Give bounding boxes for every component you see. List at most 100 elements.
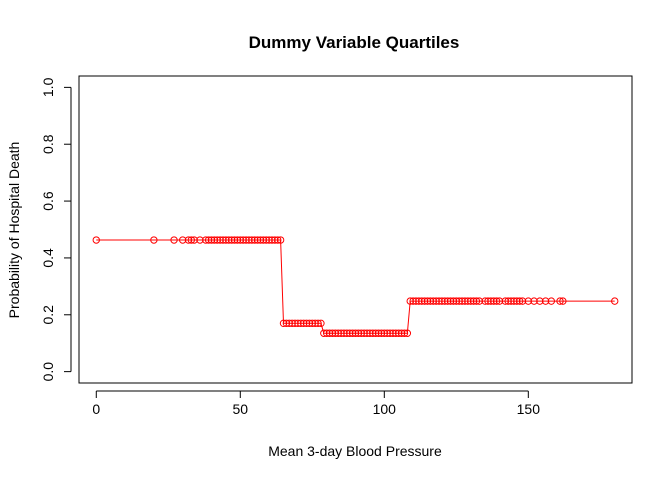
data-point bbox=[222, 236, 230, 244]
data-point bbox=[302, 319, 311, 328]
data-point bbox=[230, 236, 239, 244]
data-point bbox=[348, 329, 357, 337]
data-point bbox=[265, 236, 273, 244]
data-point bbox=[420, 297, 429, 305]
data-point bbox=[369, 329, 377, 337]
data-point bbox=[374, 329, 383, 337]
data-point bbox=[311, 319, 319, 328]
data-point bbox=[225, 236, 233, 244]
data-point bbox=[331, 329, 340, 337]
y-tick-label: 0.4 bbox=[40, 248, 56, 268]
y-axis-label: Probability of Hospital Death bbox=[6, 142, 22, 319]
data-point bbox=[415, 297, 423, 305]
data-point bbox=[276, 236, 285, 244]
data-point bbox=[282, 319, 291, 328]
data-point bbox=[242, 236, 250, 244]
data-point bbox=[556, 297, 564, 305]
y-tick-label: 0.8 bbox=[40, 134, 56, 154]
data-point bbox=[492, 297, 501, 305]
y-tick-label: 1.0 bbox=[40, 77, 56, 97]
data-point bbox=[443, 297, 452, 305]
data-point bbox=[187, 236, 196, 244]
data-point bbox=[314, 319, 322, 328]
data-point bbox=[507, 297, 515, 305]
series-polyline bbox=[96, 239, 615, 334]
data-point bbox=[530, 297, 538, 305]
data-point bbox=[346, 329, 354, 337]
data-point bbox=[207, 236, 216, 244]
data-point bbox=[377, 329, 386, 337]
data-point bbox=[178, 236, 187, 244]
data-point bbox=[495, 297, 504, 305]
data-point bbox=[397, 329, 406, 337]
data-point bbox=[441, 297, 449, 305]
data-point bbox=[464, 297, 472, 305]
data-point bbox=[184, 236, 193, 244]
data-point bbox=[380, 329, 388, 337]
data-point bbox=[472, 297, 481, 305]
data-point bbox=[469, 297, 478, 305]
data-point bbox=[452, 297, 461, 305]
data-point bbox=[400, 329, 409, 337]
data-point bbox=[288, 319, 296, 328]
data-point bbox=[354, 329, 363, 337]
data-point bbox=[455, 297, 463, 305]
data-point bbox=[253, 236, 262, 244]
x-axis: 0 50 100 150 bbox=[92, 390, 540, 417]
y-tick-label: 0.2 bbox=[40, 305, 56, 325]
data-point bbox=[467, 297, 475, 305]
data-point bbox=[320, 329, 328, 337]
data-point bbox=[409, 297, 417, 305]
data-point bbox=[213, 236, 221, 244]
x-tick-label: 100 bbox=[373, 401, 397, 417]
data-point bbox=[501, 297, 509, 305]
data-point bbox=[406, 297, 414, 305]
data-point bbox=[412, 297, 420, 305]
x-axis-label: Mean 3-day Blood Pressure bbox=[268, 443, 442, 459]
data-point bbox=[305, 319, 314, 328]
data-point bbox=[541, 297, 550, 305]
data-point bbox=[547, 297, 556, 305]
data-point bbox=[484, 297, 492, 305]
data-point bbox=[150, 236, 158, 244]
data-point bbox=[360, 329, 368, 337]
data-point bbox=[515, 297, 524, 305]
data-point bbox=[233, 236, 242, 244]
data-point bbox=[279, 319, 288, 328]
data-point bbox=[383, 329, 391, 337]
data-point bbox=[328, 329, 337, 337]
data-point bbox=[371, 329, 380, 337]
data-point bbox=[395, 329, 403, 337]
x-tick-label: 50 bbox=[233, 401, 249, 417]
data-point bbox=[504, 297, 512, 305]
data-point bbox=[559, 297, 567, 305]
data-point bbox=[513, 297, 521, 305]
data-point bbox=[274, 236, 282, 244]
data-point bbox=[210, 236, 219, 244]
data-point bbox=[449, 297, 458, 305]
data-point bbox=[423, 297, 432, 305]
data-point bbox=[524, 297, 533, 305]
plot-box bbox=[78, 75, 633, 384]
data-point bbox=[297, 319, 305, 328]
data-point bbox=[337, 329, 345, 337]
data-point bbox=[446, 297, 455, 305]
data-point bbox=[334, 329, 342, 337]
data-point bbox=[386, 329, 394, 337]
data-point bbox=[490, 297, 498, 305]
y-tick-label: 0.0 bbox=[40, 362, 56, 382]
data-point bbox=[475, 297, 484, 305]
data-point bbox=[426, 297, 435, 305]
data-point bbox=[351, 329, 360, 337]
data-point bbox=[268, 236, 276, 244]
data-point bbox=[170, 236, 178, 244]
data-point bbox=[429, 297, 437, 305]
data-point bbox=[403, 329, 412, 337]
series-line bbox=[96, 239, 615, 334]
data-point bbox=[418, 297, 426, 305]
data-point bbox=[256, 236, 265, 244]
data-point bbox=[435, 297, 443, 305]
data-point bbox=[340, 329, 348, 337]
data-point bbox=[458, 297, 466, 305]
data-point bbox=[236, 236, 244, 244]
